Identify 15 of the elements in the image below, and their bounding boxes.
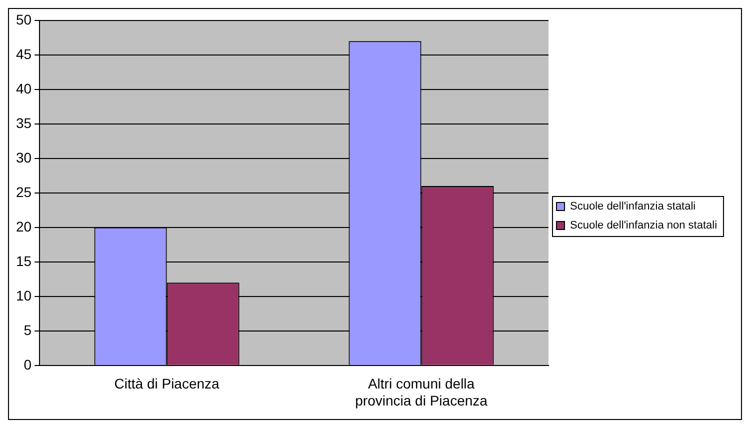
y-tick-label: 50 (16, 11, 32, 28)
y-tick-label: 0 (24, 356, 32, 372)
y-tick-label: 45 (16, 46, 32, 62)
y-tick-label: 35 (16, 114, 32, 131)
y-tick-label: 25 (16, 184, 32, 200)
y-tick-label: 20 (16, 218, 32, 234)
y-tick-label: 40 (16, 80, 32, 96)
legend-label: Scuole dell'infanzia statali (570, 200, 696, 213)
x-tick-label: Città di Piacenza (114, 376, 220, 392)
legend-label: Scuole dell'infanzia non statali (570, 220, 718, 232)
y-tick-label: 30 (16, 149, 32, 166)
y-tick-label: 15 (16, 252, 32, 269)
y-tick-label: 5 (24, 322, 32, 338)
y-tick-label: 10 (16, 287, 32, 304)
x-tick-label: Altri comuni della provincia di Piacenza (355, 376, 488, 408)
